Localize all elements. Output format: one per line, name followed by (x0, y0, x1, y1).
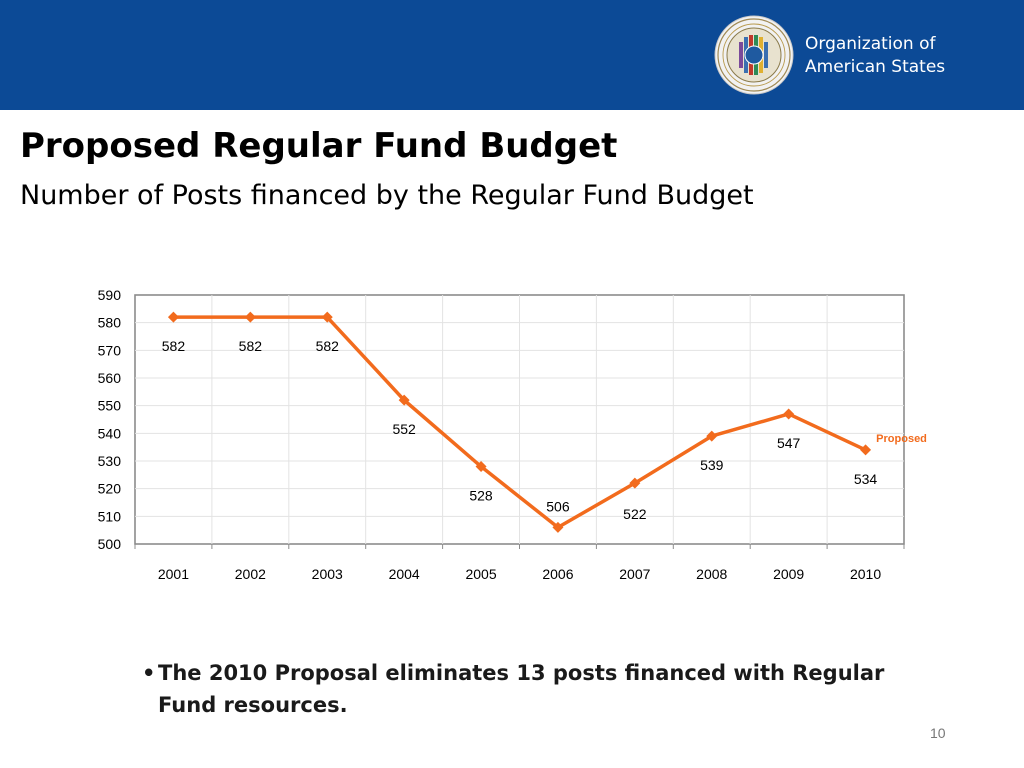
data-label: 582 (239, 338, 263, 354)
y-tick-label: 580 (98, 315, 122, 331)
data-label: 552 (392, 421, 416, 437)
y-tick-label: 520 (98, 481, 122, 497)
data-point-marker (860, 444, 872, 456)
y-tick-label: 540 (98, 425, 122, 441)
page-number: 10 (930, 725, 946, 741)
oas-seal-icon (714, 15, 794, 95)
data-label: 506 (546, 498, 570, 514)
organization-name-line1: Organization of (805, 34, 936, 54)
page-subtitle: Number of Posts financed by the Regular … (20, 180, 754, 211)
x-tick-label: 2008 (696, 566, 727, 582)
y-tick-label: 590 (98, 287, 122, 303)
x-tick-label: 2006 (542, 566, 573, 582)
data-point-marker (398, 394, 410, 406)
data-label: 582 (162, 338, 186, 354)
proposed-annotation: Proposed (876, 433, 927, 445)
x-tick-label: 2010 (850, 566, 881, 582)
y-tick-label: 550 (98, 398, 122, 414)
page-title: Proposed Regular Fund Budget (20, 126, 618, 166)
data-point-marker (475, 461, 487, 473)
data-label: 582 (316, 338, 340, 354)
data-label: 547 (777, 435, 801, 451)
organization-name-line2: American States (805, 57, 946, 77)
data-label: 528 (469, 488, 493, 504)
bullet-point: • The 2010 Proposal eliminates 13 posts … (142, 657, 902, 721)
x-tick-label: 2009 (773, 566, 804, 582)
y-tick-label: 500 (98, 536, 122, 552)
x-tick-label: 2003 (312, 566, 343, 582)
data-point-marker (552, 521, 564, 533)
x-tick-label: 2007 (619, 566, 650, 582)
x-tick-label: 2001 (158, 566, 189, 582)
data-label: 534 (854, 471, 878, 487)
x-tick-label: 2004 (389, 566, 420, 582)
data-point-marker (321, 311, 333, 323)
y-tick-label: 530 (98, 453, 122, 469)
series-line (173, 315, 867, 530)
data-point-marker (629, 477, 641, 489)
bullet-marker: • (142, 661, 156, 685)
x-tick-label: 2002 (235, 566, 266, 582)
y-tick-label: 510 (98, 508, 122, 524)
organization-name: Organization of American States (805, 33, 945, 79)
y-tick-label: 560 (98, 370, 122, 386)
header-band (0, 0, 1024, 110)
data-point-marker (244, 311, 256, 323)
data-label: 539 (700, 457, 724, 473)
bullet-text: The 2010 Proposal eliminates 13 posts fi… (158, 661, 885, 717)
data-point-marker (706, 430, 718, 442)
data-point-marker (167, 311, 179, 323)
data-label: 522 (623, 506, 647, 522)
data-point-marker (783, 408, 795, 420)
y-tick-label: 570 (98, 342, 122, 358)
x-tick-label: 2005 (465, 566, 496, 582)
